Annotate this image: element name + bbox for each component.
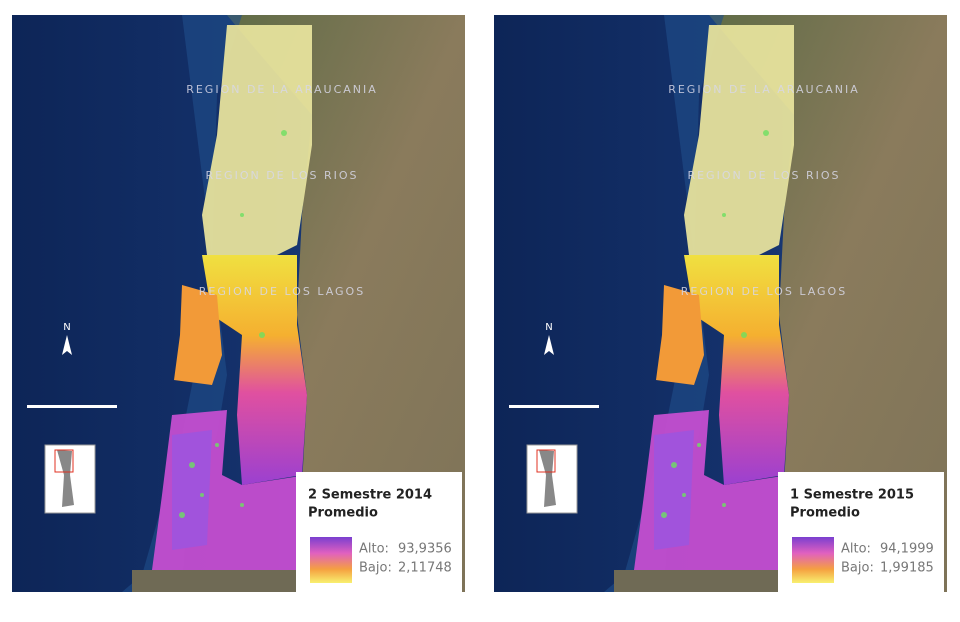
region-label: REGION DE LA ARAUCANIA — [668, 83, 860, 96]
legend-low-value: 2,11748 — [398, 561, 452, 576]
legend-low-label: Bajo: — [359, 561, 392, 576]
region-label: REGION DE LOS LAGOS — [681, 285, 847, 298]
legend-subtitle: Promedio — [308, 506, 378, 521]
map-panel — [493, 14, 948, 593]
legend-title: 2 Semestre 2014 — [308, 488, 432, 503]
legend-subtitle: Promedio — [790, 506, 860, 521]
north-label: N — [63, 322, 70, 333]
region-label: REGION DE LOS LAGOS — [199, 285, 365, 298]
north-label: N — [545, 322, 552, 333]
region-label: REGION DE LOS RIOS — [205, 169, 358, 182]
region-label: REGION DE LOS RIOS — [687, 169, 840, 182]
legend-high-value: 93,9356 — [398, 542, 452, 557]
legend-title: 1 Semestre 2015 — [790, 488, 914, 503]
legend-low-label: Bajo: — [841, 561, 874, 576]
legend-high-label: Alto: — [841, 542, 871, 557]
legend-low-value: 1,99185 — [880, 561, 934, 576]
region-label: REGION DE LA ARAUCANIA — [186, 83, 378, 96]
legend-high-label: Alto: — [359, 542, 389, 557]
map-panel — [11, 14, 466, 593]
legend-high-value: 94,1999 — [880, 542, 934, 557]
